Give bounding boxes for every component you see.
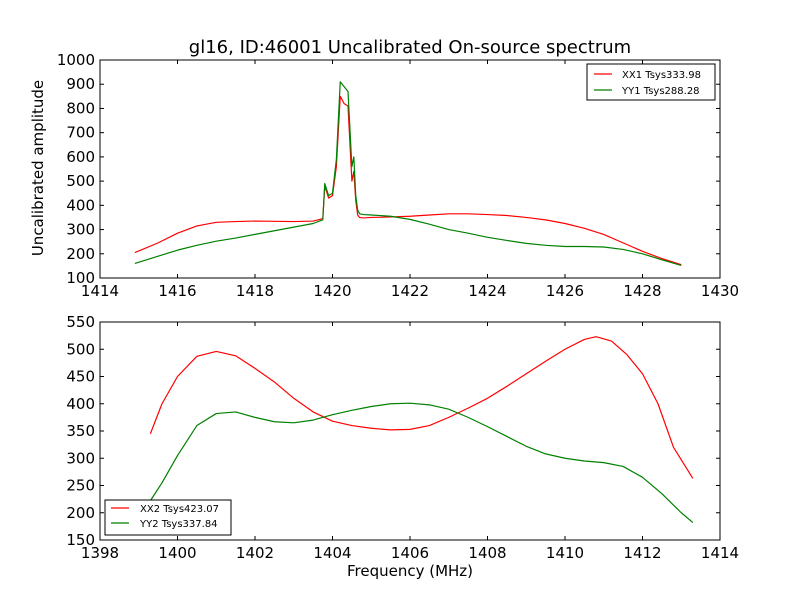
bottom-y-tick-label: 150 xyxy=(66,531,95,549)
top-x-tick-label: 1424 xyxy=(468,282,506,300)
bottom-x-tick-label: 1410 xyxy=(546,544,584,562)
top-series-line-0 xyxy=(134,95,682,266)
top-x-tick-label: 1416 xyxy=(158,282,196,300)
top-y-tick-label: 100 xyxy=(66,269,95,287)
bottom-y-tick-label: 550 xyxy=(66,313,95,331)
top-y-tick-label: 500 xyxy=(66,172,95,190)
bottom-y-tick-label: 200 xyxy=(66,504,95,522)
chart-title: gl16, ID:46001 Uncalibrated On-source sp… xyxy=(189,37,631,58)
top-legend: XX1 Tsys333.98 YY1 Tsys288.28 xyxy=(586,63,716,101)
top-plot-frame xyxy=(99,59,721,279)
top-legend-box xyxy=(586,63,716,101)
top-x-tick-label: 1426 xyxy=(546,282,584,300)
top-y-tick-label: 300 xyxy=(66,221,95,239)
top-series-group xyxy=(134,81,682,266)
bottom-y-tick-label: 500 xyxy=(66,340,95,358)
bottom-spectrum-chart: 1398 1400 1402 1404 1406 1408 1410 1412 1414 150 2… xyxy=(66,313,739,580)
top-legend-label-xx1: XX1 Tsys333.98 xyxy=(622,70,701,81)
bottom-y-tick-label: 350 xyxy=(66,422,95,440)
bottom-x-tick-label: 1402 xyxy=(236,544,274,562)
bottom-x-tick-label: 1406 xyxy=(391,544,429,562)
bottom-x-tick-label: 1412 xyxy=(623,544,661,562)
bottom-x-tick-label: 1408 xyxy=(468,544,506,562)
top-x-tick-label: 1414 xyxy=(81,282,119,300)
bottom-legend: XX2 Tsys423.07 YY2 Tsys337.84 xyxy=(104,499,232,536)
bottom-legend-label-xx2: XX2 Tsys423.07 xyxy=(140,504,219,515)
top-x-tick-label: 1428 xyxy=(623,282,661,300)
bottom-x-axis-label: Frequency (MHz) xyxy=(347,562,473,580)
top-y-tick-label: 600 xyxy=(66,148,95,166)
top-y-tick-label: 900 xyxy=(66,75,95,93)
bottom-y-tick-label: 250 xyxy=(66,477,95,495)
top-y-tick-label: 200 xyxy=(66,245,95,263)
top-x-tick-label: 1420 xyxy=(313,282,351,300)
top-ticks-group: 1414 1416 1418 1420 1422 1424 1426 1428 1430 100 2… xyxy=(57,51,739,300)
bottom-y-tick-label: 300 xyxy=(66,449,95,467)
bottom-x-tick-label: 1398 xyxy=(81,544,119,562)
bottom-legend-box xyxy=(104,499,232,536)
top-legend-label-yy1: YY1 Tsys288.28 xyxy=(621,86,700,97)
bottom-x-tick-label: 1414 xyxy=(701,544,739,562)
bottom-series-group xyxy=(149,336,694,524)
top-x-tick-label: 1430 xyxy=(701,282,739,300)
top-spectrum-chart: gl16, ID:46001 Uncalibrated On-source sp… xyxy=(29,37,739,300)
top-y-tick-label: 1000 xyxy=(57,51,95,69)
top-x-tick-label: 1418 xyxy=(236,282,274,300)
bottom-plot-frame xyxy=(99,321,721,541)
top-x-tick-label: 1422 xyxy=(391,282,429,300)
bottom-y-tick-label: 450 xyxy=(66,368,95,386)
top-y-tick-label: 700 xyxy=(66,124,95,142)
bottom-x-tick-label: 1400 xyxy=(158,544,196,562)
bottom-series-line-1 xyxy=(149,402,694,524)
top-y-axis-label: Uncalibrated amplitude xyxy=(29,80,47,256)
bottom-y-tick-label: 400 xyxy=(66,395,95,413)
bottom-ticks-group: 1398 1400 1402 1404 1406 1408 1410 1412 1414 150 2… xyxy=(66,313,739,562)
top-series-line-1 xyxy=(134,81,682,266)
bottom-series-line-0 xyxy=(149,336,694,479)
bottom-x-tick-label: 1404 xyxy=(313,544,351,562)
top-y-tick-label: 800 xyxy=(66,99,95,117)
bottom-legend-label-yy2: YY2 Tsys337.84 xyxy=(139,519,218,530)
top-y-tick-label: 400 xyxy=(66,196,95,214)
